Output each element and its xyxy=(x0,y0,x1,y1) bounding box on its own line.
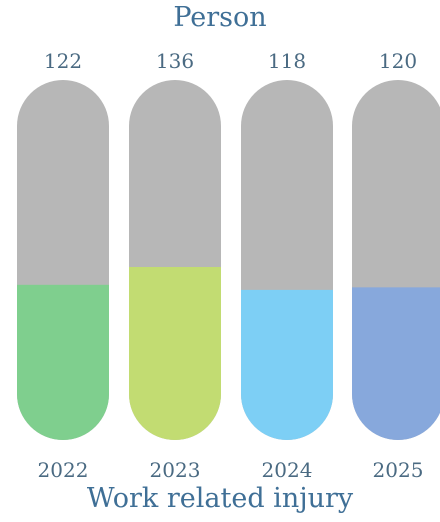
bar-fill xyxy=(129,266,221,440)
bar-fill xyxy=(17,284,109,440)
bar-group-2024: 118 2024 xyxy=(241,49,333,482)
value-label: 136 xyxy=(156,49,194,73)
chart-title: Work related injury xyxy=(86,483,354,514)
unit-label: Person xyxy=(173,2,267,33)
category-label: 2022 xyxy=(38,458,89,482)
value-label: 120 xyxy=(379,49,417,73)
value-label: 122 xyxy=(44,49,82,73)
category-label: 2025 xyxy=(373,458,424,482)
category-label: 2023 xyxy=(150,458,201,482)
bar-group-2022: 122 2022 xyxy=(17,49,109,482)
bar-fill xyxy=(352,287,440,440)
value-label: 118 xyxy=(268,49,306,73)
bar-group-2023: 136 2023 xyxy=(129,49,221,482)
bar-fill xyxy=(241,289,333,440)
category-label: 2024 xyxy=(262,458,313,482)
bar-group-2025: 120 2025 xyxy=(352,49,440,482)
